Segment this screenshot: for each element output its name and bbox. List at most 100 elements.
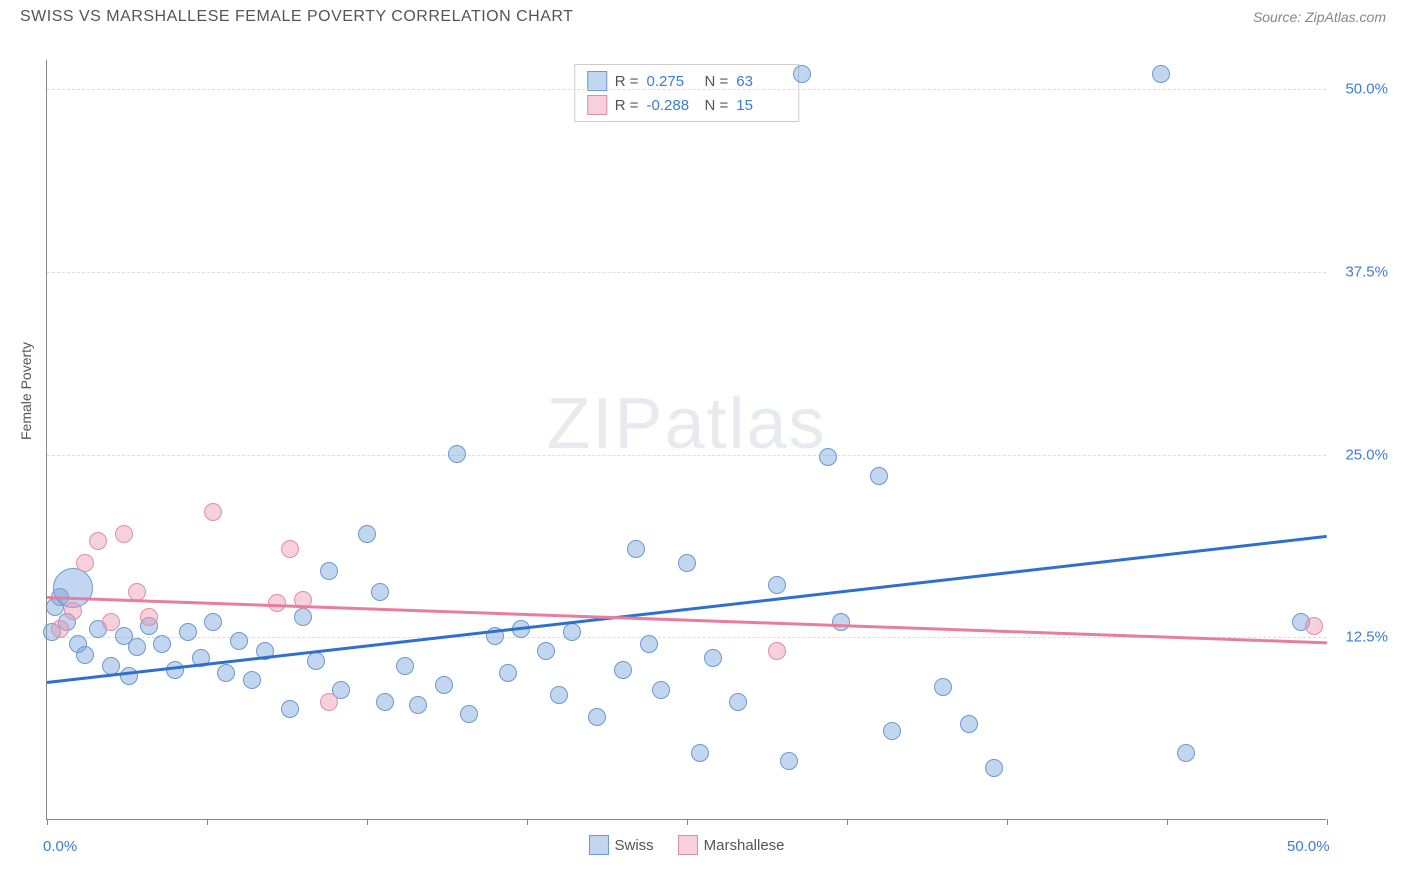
data-point: [563, 623, 581, 641]
data-point: [294, 608, 312, 626]
legend-item: Swiss: [588, 835, 653, 855]
data-point: [320, 693, 338, 711]
y-tick-label: 50.0%: [1345, 81, 1388, 98]
data-point: [780, 752, 798, 770]
data-point: [396, 657, 414, 675]
data-point: [729, 693, 747, 711]
n-label: N =: [705, 97, 729, 114]
data-point: [460, 705, 478, 723]
chart-plot-area: ZIPatlas R = 0.275 N = 63 R = -0.288 N =…: [46, 60, 1326, 820]
data-point: [678, 554, 696, 572]
data-point: [588, 708, 606, 726]
data-point: [627, 540, 645, 558]
x-tick-mark: [1007, 819, 1008, 825]
legend-swatch: [588, 835, 608, 855]
chart-title: SWISS VS MARSHALLESE FEMALE POVERTY CORR…: [20, 8, 573, 26]
data-point: [409, 696, 427, 714]
data-point: [115, 525, 133, 543]
y-tick-label: 25.0%: [1345, 446, 1388, 463]
n-label: N =: [705, 73, 729, 90]
data-point: [960, 715, 978, 733]
r-value: -0.288: [647, 97, 697, 114]
x-tick-mark: [207, 819, 208, 825]
data-point: [320, 562, 338, 580]
data-point: [64, 602, 82, 620]
data-point: [793, 65, 811, 83]
watermark: ZIPatlas: [546, 383, 826, 465]
data-point: [217, 664, 235, 682]
correlation-legend: R = 0.275 N = 63 R = -0.288 N = 15: [574, 64, 800, 122]
gridline: [47, 455, 1326, 456]
y-tick-label: 37.5%: [1345, 263, 1388, 280]
data-point: [537, 642, 555, 660]
n-value: 63: [736, 73, 786, 90]
legend-row: R = -0.288 N = 15: [587, 93, 787, 117]
data-point: [376, 693, 394, 711]
data-point: [883, 722, 901, 740]
data-point: [1177, 744, 1195, 762]
data-point: [128, 638, 146, 656]
data-point: [640, 635, 658, 653]
legend-swatch: [587, 71, 607, 91]
source-label: Source: ZipAtlas.com: [1253, 9, 1386, 25]
data-point: [652, 681, 670, 699]
data-point: [120, 667, 138, 685]
data-point: [435, 676, 453, 694]
y-tick-label: 12.5%: [1345, 629, 1388, 646]
data-point: [307, 652, 325, 670]
x-tick-mark: [687, 819, 688, 825]
legend-swatch: [678, 835, 698, 855]
y-axis-label: Female Poverty: [18, 342, 34, 440]
x-tick-label: 0.0%: [43, 838, 77, 855]
series-legend: Swiss Marshallese: [588, 835, 784, 855]
data-point: [102, 657, 120, 675]
data-point: [140, 608, 158, 626]
data-point: [614, 661, 632, 679]
x-tick-label: 50.0%: [1287, 838, 1330, 855]
data-point: [76, 646, 94, 664]
data-point: [371, 583, 389, 601]
legend-label: Swiss: [614, 837, 653, 854]
data-point: [499, 664, 517, 682]
data-point: [1152, 65, 1170, 83]
n-value: 15: [736, 97, 786, 114]
data-point: [358, 525, 376, 543]
data-point: [691, 744, 709, 762]
data-point: [89, 532, 107, 550]
data-point: [76, 554, 94, 572]
data-point: [204, 613, 222, 631]
data-point: [985, 759, 1003, 777]
data-point: [819, 448, 837, 466]
data-point: [230, 632, 248, 650]
r-label: R =: [615, 73, 639, 90]
x-tick-mark: [527, 819, 528, 825]
data-point: [179, 623, 197, 641]
data-point: [768, 642, 786, 660]
x-tick-mark: [1327, 819, 1328, 825]
data-point: [268, 594, 286, 612]
gridline: [47, 89, 1326, 90]
r-value: 0.275: [647, 73, 697, 90]
data-point: [102, 613, 120, 631]
data-point: [281, 700, 299, 718]
data-point: [243, 671, 261, 689]
data-point: [204, 503, 222, 521]
data-point: [153, 635, 171, 653]
x-tick-mark: [367, 819, 368, 825]
legend-label: Marshallese: [704, 837, 785, 854]
r-label: R =: [615, 97, 639, 114]
data-point: [934, 678, 952, 696]
data-point: [51, 620, 69, 638]
data-point: [1305, 617, 1323, 635]
x-tick-mark: [47, 819, 48, 825]
data-point: [448, 445, 466, 463]
x-tick-mark: [1167, 819, 1168, 825]
x-tick-mark: [847, 819, 848, 825]
data-point: [281, 540, 299, 558]
data-point: [550, 686, 568, 704]
gridline: [47, 272, 1326, 273]
data-point: [832, 613, 850, 631]
data-point: [704, 649, 722, 667]
data-point: [870, 467, 888, 485]
data-point: [768, 576, 786, 594]
